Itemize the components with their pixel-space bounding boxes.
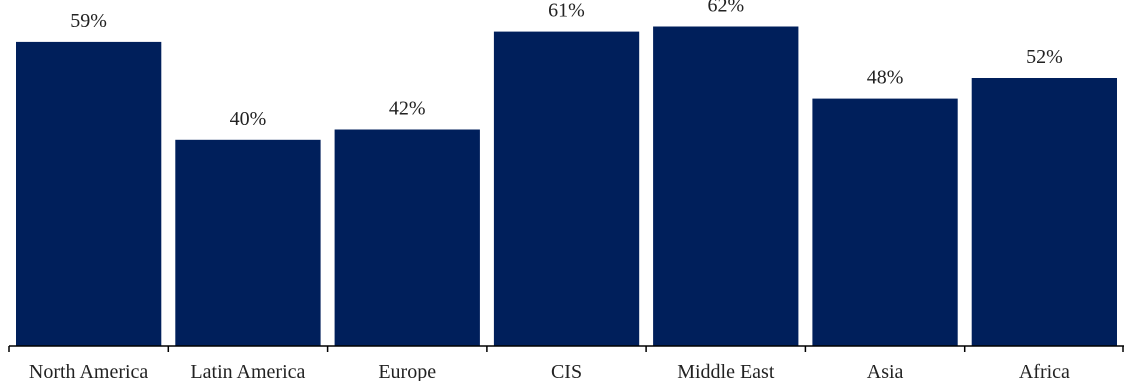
bar-middle-east [653, 26, 799, 346]
bar-north-america [16, 41, 162, 347]
value-labels-layer: 59% 40% 42% 61% 62% 48% 52% [70, 0, 1062, 130]
tick-label-africa: Africa [1019, 361, 1070, 381]
tick-label-north-america: North America [29, 361, 149, 381]
bars-layer [16, 26, 1117, 347]
bar-latin-america [175, 139, 321, 346]
value-label-latin-america: 40% [230, 108, 267, 130]
value-label-north-america: 59% [70, 10, 107, 32]
value-label-europe: 42% [389, 98, 426, 120]
tick-label-asia: Asia [867, 361, 904, 381]
tick-label-middle-east: Middle East [677, 361, 775, 381]
x-axis-tick-labels: North America Latin America Europe CIS Middl… [29, 361, 1070, 383]
x-axis-ticks [8, 346, 1124, 352]
tick-label-europe: Europe [378, 361, 436, 381]
value-label-asia: 48% [867, 67, 904, 89]
bar-asia [812, 98, 958, 346]
bar-africa [971, 78, 1117, 346]
bar-cis [493, 31, 640, 346]
value-label-africa: 52% [1026, 46, 1063, 68]
bar-europe [334, 129, 480, 346]
value-label-middle-east: 62% [707, 0, 744, 17]
tick-label-latin-america: Latin America [190, 361, 305, 381]
tick-label-cis: CIS [551, 361, 582, 381]
value-label-cis: 61% [548, 0, 585, 22]
